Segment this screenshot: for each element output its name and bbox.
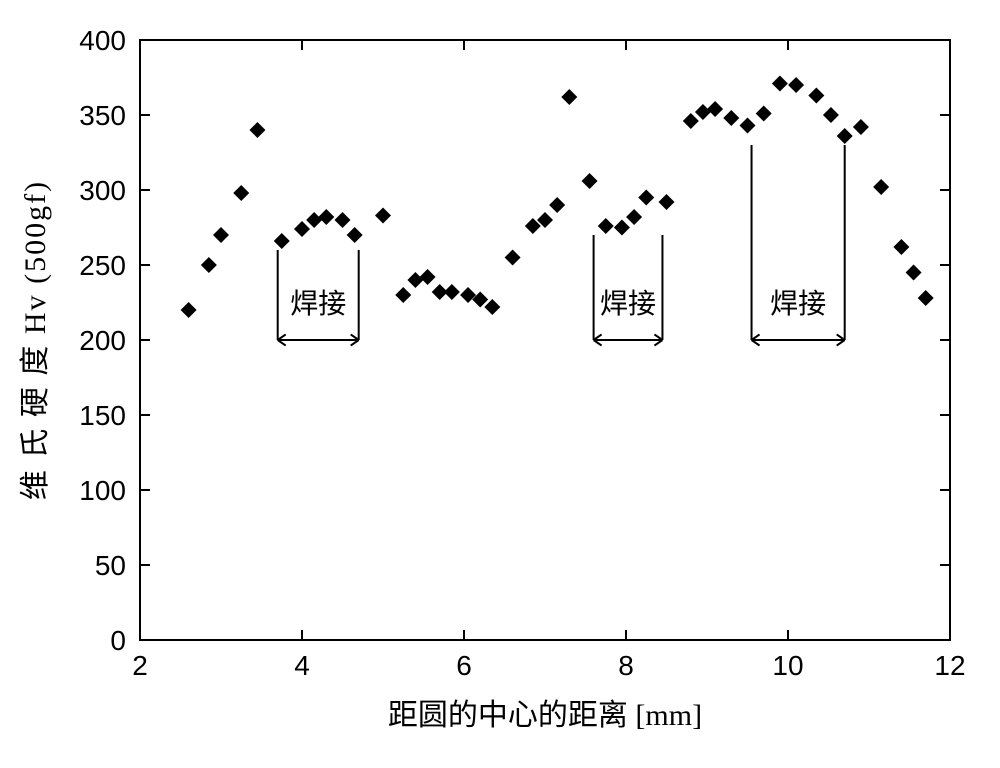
data-point (582, 173, 598, 189)
data-point (853, 119, 869, 135)
data-point (233, 185, 249, 201)
data-point (638, 190, 654, 206)
data-point (274, 233, 290, 249)
data-point (306, 212, 322, 228)
y-tick-label: 150 (79, 400, 126, 431)
data-point (347, 227, 363, 243)
y-tick-label: 250 (79, 250, 126, 281)
weld-label: 焊接 (600, 288, 656, 320)
data-point (318, 209, 334, 225)
data-point (335, 212, 351, 228)
data-point (505, 250, 521, 266)
data-point (614, 220, 630, 236)
y-tick-label: 300 (79, 175, 126, 206)
weld-label: 焊接 (770, 288, 826, 320)
data-point (561, 89, 577, 105)
data-point (294, 221, 310, 237)
weld-label: 焊接 (290, 288, 346, 320)
data-point (444, 284, 460, 300)
y-tick-label: 400 (79, 25, 126, 56)
weld-annotations: 焊接 焊接 焊接 (278, 145, 845, 346)
data-point (906, 265, 922, 281)
data-point (249, 122, 265, 138)
data-point (213, 227, 229, 243)
data-point (549, 197, 565, 213)
x-tick-label: 6 (456, 650, 472, 681)
x-tick-label: 12 (934, 650, 965, 681)
y-tick-label: 200 (79, 325, 126, 356)
x-tick-label: 2 (132, 650, 148, 681)
data-point (823, 107, 839, 123)
data-point (484, 299, 500, 315)
data-point (772, 76, 788, 92)
data-point (395, 287, 411, 303)
y-tick-label: 0 (110, 625, 126, 656)
x-tick-label: 10 (772, 650, 803, 681)
data-point (723, 110, 739, 126)
data-point (788, 77, 804, 93)
data-point (808, 88, 824, 104)
data-point (420, 269, 436, 285)
data-point (740, 118, 756, 134)
data-point (837, 128, 853, 144)
data-point (659, 194, 675, 210)
x-tick-label: 8 (618, 650, 634, 681)
y-axis-title: 维 氏 硬 度 Hv (500gf) (19, 180, 52, 500)
data-points (181, 76, 934, 319)
data-point (598, 218, 614, 234)
y-tick-label: 350 (79, 100, 126, 131)
data-point (407, 272, 423, 288)
data-point (695, 104, 711, 120)
data-point (893, 239, 909, 255)
data-point (181, 302, 197, 318)
y-tick-label: 100 (79, 475, 126, 506)
x-tick-label: 4 (294, 650, 310, 681)
data-point (626, 209, 642, 225)
x-axis-title: 距圆的中心的距离 [mm] (388, 699, 702, 732)
data-point (707, 101, 723, 117)
data-point (918, 290, 934, 306)
data-point (375, 208, 391, 224)
data-point (683, 113, 699, 129)
data-point (201, 257, 217, 273)
y-tick-label: 50 (95, 550, 126, 581)
hardness-scatter-chart: 24681012 050100150200250300350400 焊接焊接焊接… (0, 0, 1000, 768)
data-point (873, 179, 889, 195)
data-point (756, 106, 772, 122)
